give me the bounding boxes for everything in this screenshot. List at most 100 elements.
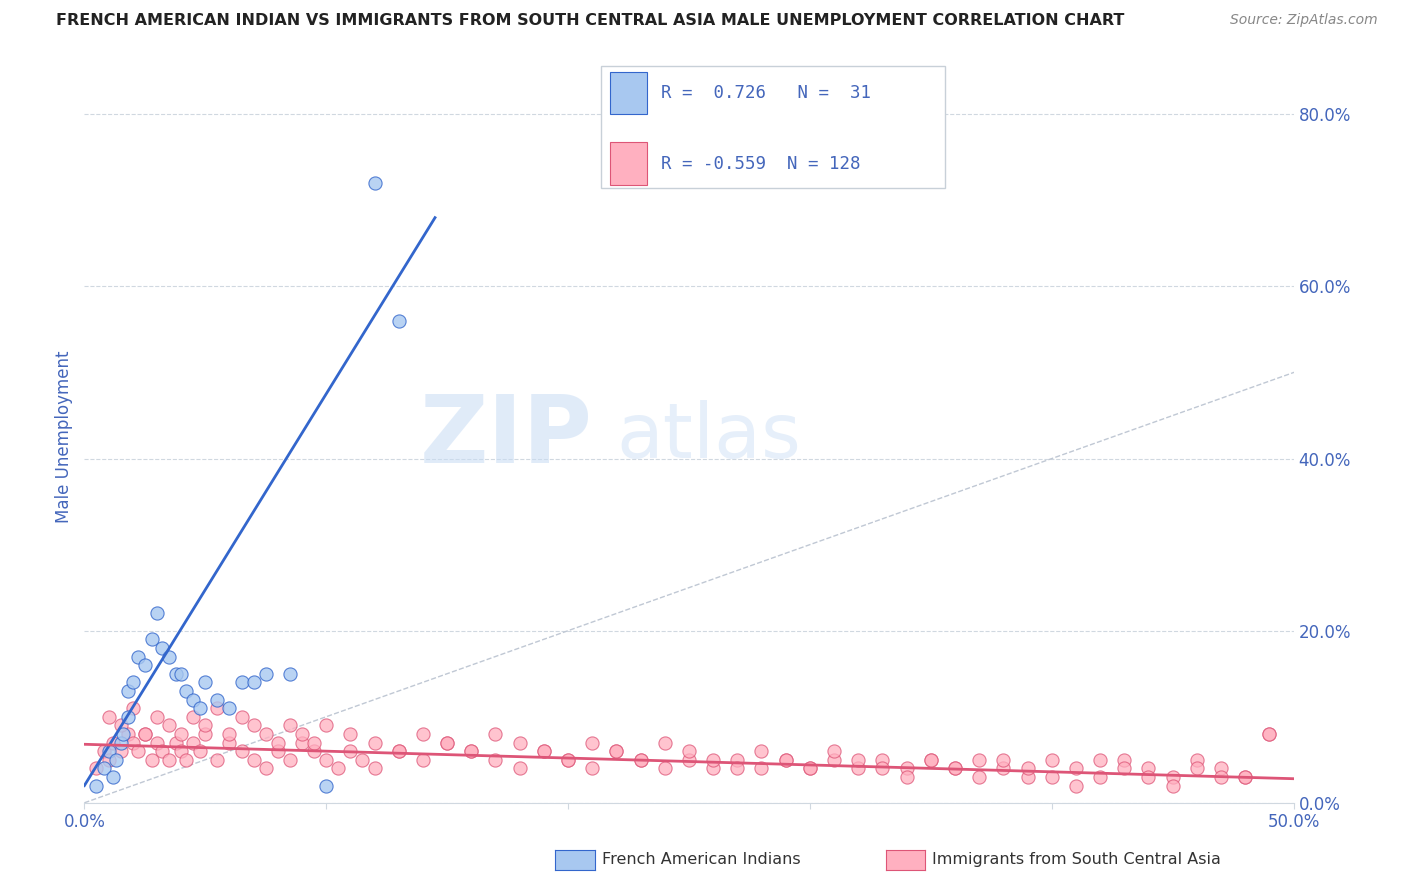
Point bbox=[823, 744, 845, 758]
Point bbox=[339, 727, 361, 741]
Point bbox=[146, 710, 169, 724]
Point bbox=[157, 649, 180, 664]
Point bbox=[702, 753, 724, 767]
Point bbox=[1064, 779, 1087, 793]
Point bbox=[170, 666, 193, 681]
Point bbox=[278, 753, 301, 767]
Point bbox=[678, 744, 700, 758]
Point bbox=[436, 735, 458, 749]
Point bbox=[823, 753, 845, 767]
Point bbox=[134, 727, 156, 741]
Point bbox=[1234, 770, 1257, 784]
Point bbox=[484, 753, 506, 767]
Point bbox=[254, 666, 277, 681]
Point bbox=[134, 658, 156, 673]
Point bbox=[117, 684, 139, 698]
Point bbox=[242, 753, 264, 767]
Point bbox=[1017, 770, 1039, 784]
Point bbox=[242, 675, 264, 690]
Text: ZIP: ZIP bbox=[419, 391, 592, 483]
Point bbox=[1017, 761, 1039, 775]
Point bbox=[751, 744, 773, 758]
Point bbox=[678, 753, 700, 767]
Point bbox=[557, 753, 579, 767]
Point bbox=[121, 735, 143, 749]
Point bbox=[121, 675, 143, 690]
Text: Immigrants from South Central Asia: Immigrants from South Central Asia bbox=[932, 853, 1220, 867]
Point bbox=[605, 744, 627, 758]
Point bbox=[967, 770, 990, 784]
Point bbox=[157, 718, 180, 732]
Point bbox=[165, 666, 187, 681]
Point bbox=[302, 744, 325, 758]
Point bbox=[315, 753, 337, 767]
Point bbox=[328, 761, 350, 775]
Point bbox=[278, 718, 301, 732]
Point bbox=[181, 692, 204, 706]
Point bbox=[218, 735, 240, 749]
Point bbox=[170, 744, 193, 758]
Point bbox=[967, 753, 990, 767]
Point bbox=[993, 753, 1015, 767]
Point bbox=[654, 735, 676, 749]
Text: atlas: atlas bbox=[616, 401, 801, 474]
Point bbox=[1209, 761, 1232, 775]
Point bbox=[363, 176, 385, 190]
Point bbox=[352, 753, 374, 767]
Point bbox=[127, 649, 149, 664]
Point bbox=[920, 753, 942, 767]
Point bbox=[231, 710, 253, 724]
Point bbox=[110, 744, 132, 758]
Point bbox=[1064, 761, 1087, 775]
Point bbox=[363, 761, 385, 775]
Point bbox=[846, 761, 869, 775]
Point bbox=[1137, 770, 1160, 784]
Point bbox=[231, 744, 253, 758]
Point bbox=[799, 761, 821, 775]
Point bbox=[97, 744, 120, 758]
Point bbox=[896, 770, 918, 784]
Point bbox=[181, 735, 204, 749]
Point bbox=[86, 779, 108, 793]
FancyBboxPatch shape bbox=[610, 71, 647, 114]
Point bbox=[254, 727, 277, 741]
Point bbox=[1258, 727, 1281, 741]
Point bbox=[254, 761, 277, 775]
Point bbox=[165, 735, 187, 749]
Point bbox=[557, 753, 579, 767]
Point bbox=[103, 770, 125, 784]
Point bbox=[181, 710, 204, 724]
Point bbox=[1088, 770, 1111, 784]
Point bbox=[190, 744, 212, 758]
Point bbox=[509, 735, 531, 749]
Point bbox=[157, 753, 180, 767]
Point bbox=[388, 744, 411, 758]
Point bbox=[363, 735, 385, 749]
Point bbox=[134, 727, 156, 741]
Point bbox=[630, 753, 652, 767]
Point bbox=[315, 718, 337, 732]
Point bbox=[920, 753, 942, 767]
Text: French American Indians: French American Indians bbox=[602, 853, 800, 867]
Point bbox=[93, 744, 115, 758]
Point bbox=[775, 753, 797, 767]
Point bbox=[1258, 727, 1281, 741]
Point bbox=[484, 727, 506, 741]
Point bbox=[1088, 753, 1111, 767]
Point bbox=[1185, 753, 1208, 767]
Text: Source: ZipAtlas.com: Source: ZipAtlas.com bbox=[1230, 13, 1378, 28]
Point bbox=[533, 744, 555, 758]
Point bbox=[436, 735, 458, 749]
Point bbox=[218, 701, 240, 715]
Point bbox=[117, 710, 139, 724]
Point bbox=[218, 727, 240, 741]
Text: R = -0.559  N = 128: R = -0.559 N = 128 bbox=[661, 154, 860, 172]
Point bbox=[725, 753, 748, 767]
Point bbox=[581, 735, 603, 749]
Point bbox=[146, 607, 169, 621]
Text: R =  0.726   N =  31: R = 0.726 N = 31 bbox=[661, 84, 872, 102]
Point bbox=[1185, 761, 1208, 775]
Point bbox=[207, 701, 229, 715]
Point bbox=[943, 761, 966, 775]
Point bbox=[97, 710, 120, 724]
